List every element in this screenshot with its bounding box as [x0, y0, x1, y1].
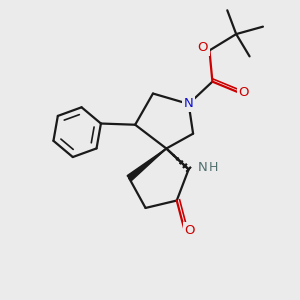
- Text: O: O: [238, 85, 249, 98]
- Text: O: O: [184, 224, 195, 237]
- Text: N: N: [184, 98, 194, 110]
- Text: H: H: [209, 161, 218, 174]
- Polygon shape: [127, 148, 166, 181]
- Text: N: N: [198, 161, 207, 174]
- Text: O: O: [198, 41, 208, 54]
